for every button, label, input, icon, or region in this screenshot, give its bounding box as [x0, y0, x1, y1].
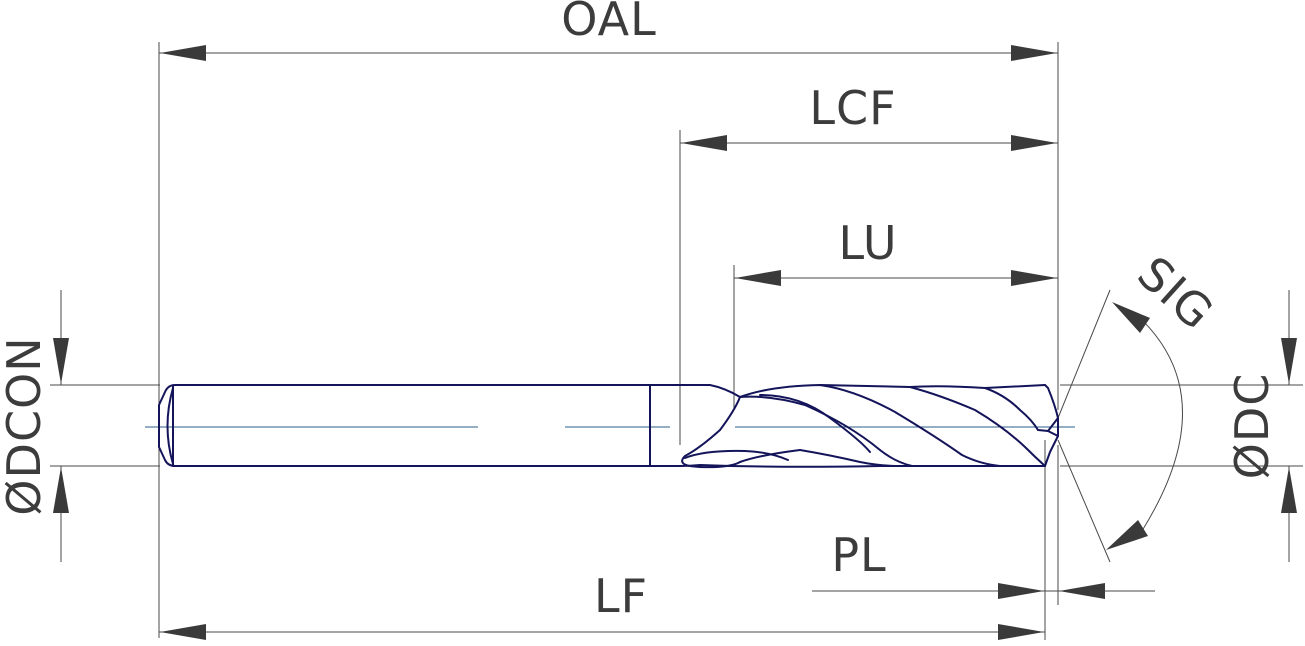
point-chisel [1037, 417, 1059, 432]
helix-6 [984, 387, 1039, 431]
lf-left-arrow [160, 624, 206, 640]
label-oal: OAL [561, 0, 657, 46]
sig-upper-extension [1057, 289, 1111, 419]
label-dc: ØDC [1225, 373, 1279, 480]
label-pl: PL [831, 528, 886, 582]
flute-runout [681, 396, 801, 469]
extension-lines [50, 42, 1303, 640]
pl-right-arrow [1059, 583, 1105, 599]
helix-5 [909, 386, 1046, 467]
oal-left-arrow [160, 45, 206, 61]
lcf-left-arrow [681, 135, 727, 151]
dcon-top-arrow [53, 338, 69, 384]
helix-2 [759, 394, 871, 453]
dc-top-arrow [1281, 338, 1297, 384]
label-dcon: ØDCON [0, 336, 51, 515]
sig-lower-arrow [1106, 520, 1148, 550]
sig-angle-arc [1139, 317, 1183, 535]
helix-1 [739, 395, 913, 467]
dc-bottom-arrow [1281, 467, 1297, 513]
label-lcf: LCF [809, 81, 896, 135]
dcon-bottom-arrow [53, 467, 69, 513]
lu-left-arrow [735, 270, 781, 286]
lcf-right-arrow [1011, 135, 1057, 151]
label-lf: LF [594, 569, 648, 623]
drill-point [1044, 384, 1059, 467]
sig-upper-arrow [1112, 302, 1150, 333]
lf-right-arrow [998, 624, 1044, 640]
helix-4 [799, 449, 901, 467]
sig-lower-extension [1057, 439, 1111, 563]
dimension-labels: OAL LCF LU PL LF ØDCON ØDC SIG [0, 0, 1279, 623]
label-lu: LU [838, 216, 897, 270]
shank-chamfer-curve [166, 387, 174, 465]
helix-3 [819, 384, 1001, 467]
oal-right-arrow [1011, 45, 1057, 61]
pl-left-arrow [998, 583, 1044, 599]
shank-outline [158, 384, 651, 467]
lu-right-arrow [1011, 270, 1057, 286]
point-cut-line [1047, 430, 1059, 437]
dimension-lines [53, 45, 1297, 640]
drill-body [158, 384, 1059, 469]
flute-runout-inner [684, 449, 789, 461]
